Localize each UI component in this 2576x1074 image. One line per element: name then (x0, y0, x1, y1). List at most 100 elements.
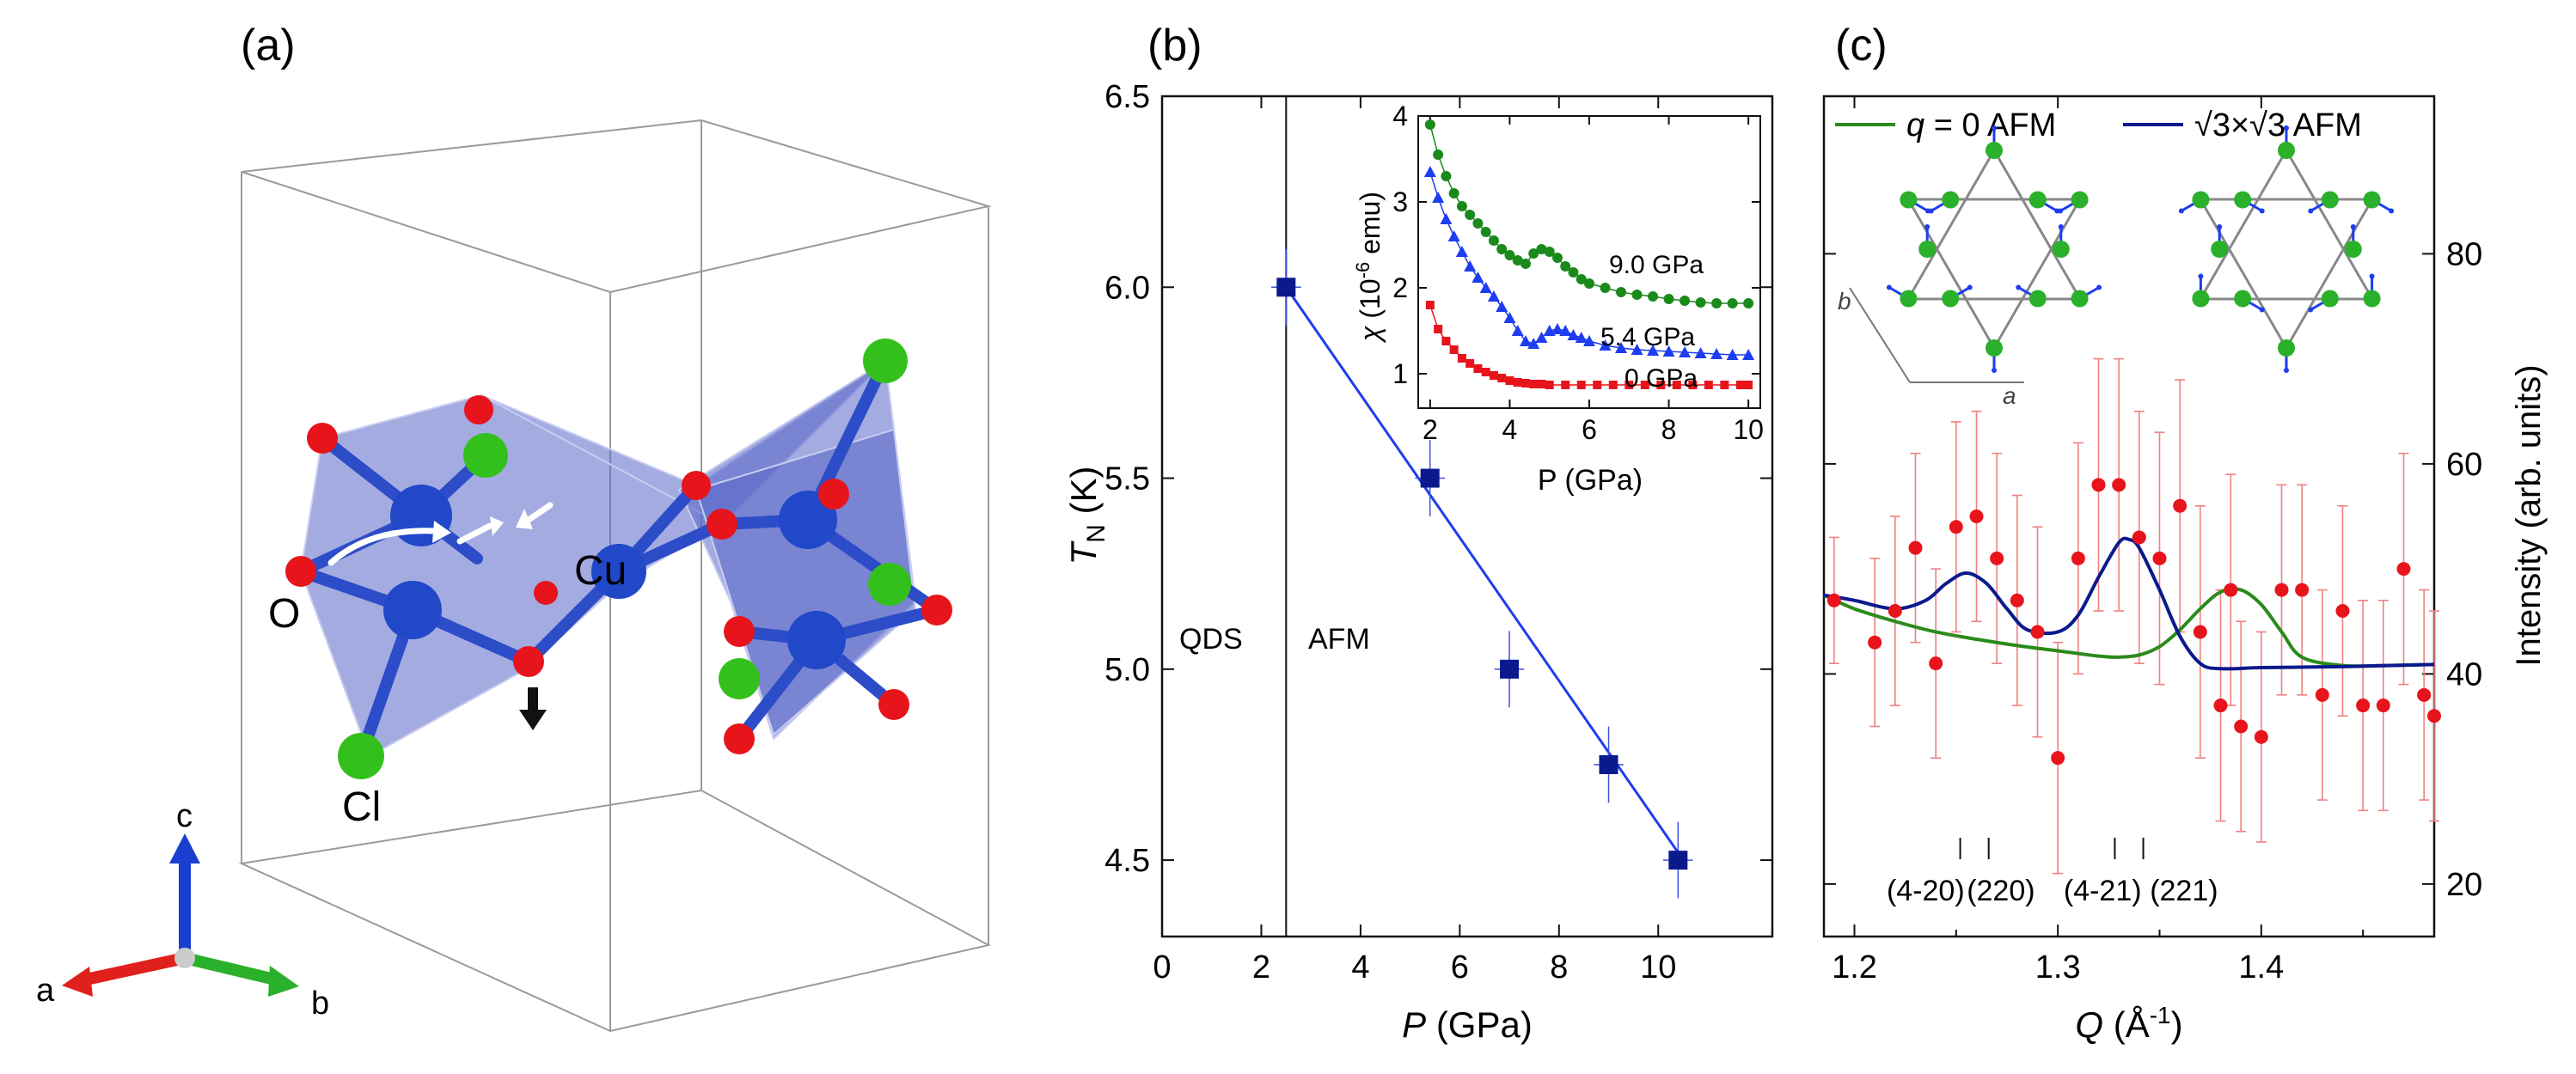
inset-marker (1425, 301, 1435, 309)
intensity-data-point (1949, 520, 1963, 534)
inset-marker (1503, 312, 1516, 323)
o-atom (724, 616, 755, 647)
inset-marker (1434, 325, 1443, 333)
spin-arrow-head (1992, 368, 1997, 373)
inset-marker (1599, 339, 1612, 351)
inset-series-0-gpa (1425, 301, 1753, 389)
panel-b-label: (b) (1147, 21, 1202, 70)
intensity-data-point (2295, 583, 2310, 597)
axes-triad: c a b (36, 798, 329, 1022)
y-tick-label: 20 (2446, 867, 2482, 903)
inset-marker (1735, 381, 1745, 389)
unit-cell-box (238, 119, 992, 1033)
intensity-data-point (2010, 593, 2024, 607)
inset-series-9-0-gpa (1424, 119, 1754, 308)
plot-c-x-axis-title: Q (Å-1) (2075, 1002, 2182, 1045)
spin-site (2278, 142, 2295, 159)
cl-atom (338, 733, 384, 779)
inset-y-axis-title: χ (10-6 emu) (1352, 192, 1386, 344)
cu-atom (383, 581, 442, 639)
spin-site (2278, 339, 2295, 357)
spin-arrow-head (2058, 224, 2064, 229)
o-atom (464, 395, 493, 424)
inset-marker (1575, 332, 1588, 343)
spin-site (2052, 241, 2070, 258)
intensity-data-point (1969, 510, 1984, 523)
legend-label-q0: q = 0 AFM (1906, 107, 2056, 143)
cu-atom (591, 544, 646, 599)
inset-marker (1447, 230, 1460, 241)
cl-atom (868, 563, 911, 606)
inset-marker (1726, 349, 1739, 360)
spin-arrow-head (1924, 208, 1930, 214)
inset-marker (1616, 287, 1627, 297)
inset-marker (1711, 298, 1722, 308)
intensity-error-bars (1828, 357, 2439, 875)
x-tick-label: 0 (1153, 949, 1171, 986)
intensity-data-point (2213, 699, 2228, 713)
series-label-0gpa: 0 GPa (1625, 364, 1698, 393)
lattice-label-b: b (1838, 288, 1851, 314)
lattice-label-a: a (2003, 382, 2016, 409)
inset-marker (1631, 344, 1643, 355)
inset-marker (1608, 381, 1618, 389)
spin-arrow-head (2016, 284, 2022, 290)
inset-series (1423, 119, 1755, 389)
inset-marker (1694, 347, 1707, 358)
inset-marker (1561, 381, 1570, 389)
intensity-data-point (2152, 551, 2167, 565)
inset-marker (1440, 213, 1453, 224)
tn-data-point (1668, 851, 1688, 870)
intensity-data-point (2335, 604, 2350, 619)
inset-marker (1464, 260, 1477, 272)
inset-marker (1432, 192, 1445, 203)
inset-marker (1663, 294, 1674, 304)
intensity-data-point (1990, 551, 2004, 565)
inset-marker (1727, 298, 1738, 308)
plot-b-y-axis-title: TN (K) (1063, 467, 1111, 565)
arrow-icon (525, 502, 554, 523)
spin-site (2071, 290, 2089, 308)
inset-marker (1560, 261, 1571, 272)
inset-marker (1537, 380, 1546, 388)
spin-arrow-head (2308, 208, 2314, 214)
o-atom (285, 556, 316, 587)
inset-marker (1536, 244, 1547, 254)
inset-marker (1648, 291, 1659, 302)
inset-marker (1656, 381, 1666, 389)
inset-marker (1488, 235, 1499, 246)
tn-data-point (1276, 278, 1296, 297)
inset-marker (1568, 267, 1579, 278)
o-atom (513, 646, 544, 677)
spin-arrow-head (1967, 284, 1973, 290)
inset-marker (1465, 359, 1475, 368)
spin-site (2028, 191, 2047, 209)
intensity-data-point (2274, 583, 2289, 597)
spin-arrow-head (2369, 273, 2375, 279)
cu-atom (779, 491, 837, 549)
o-atom (307, 423, 338, 454)
inset-x-axis-title: P (GPa) (1538, 464, 1643, 497)
spin-site (1900, 191, 1918, 209)
intensity-data-point (2030, 625, 2045, 639)
spin-arrow-head (2058, 208, 2064, 214)
inset-marker (1512, 255, 1523, 265)
spin-site (1986, 339, 2003, 357)
inset-marker (1625, 381, 1634, 389)
y-tick-label: 6.0 (1104, 270, 1150, 306)
inset-marker (1647, 345, 1660, 356)
kagome-sqrt3-sketch (2178, 125, 2395, 373)
spin-arrow-head (2350, 224, 2356, 229)
inset-y-tick-labels: 1 2 3 4 (1392, 101, 1408, 389)
curved-arrow-icon (327, 528, 437, 566)
inset-marker (1615, 342, 1628, 353)
inset-marker (1527, 338, 1540, 349)
inset-x-tick-label: 8 (1661, 414, 1677, 445)
inset-x-tick-labels: 2 4 6 8 10 (1423, 414, 1764, 445)
spin-site (2234, 290, 2252, 308)
o-atom (707, 509, 737, 540)
inset-y-tick-label: 4 (1392, 101, 1408, 131)
x-tick-label: 2 (1252, 949, 1270, 986)
y-tick-label: 4.5 (1104, 843, 1150, 879)
inset-x-tick-label: 4 (1502, 414, 1518, 445)
